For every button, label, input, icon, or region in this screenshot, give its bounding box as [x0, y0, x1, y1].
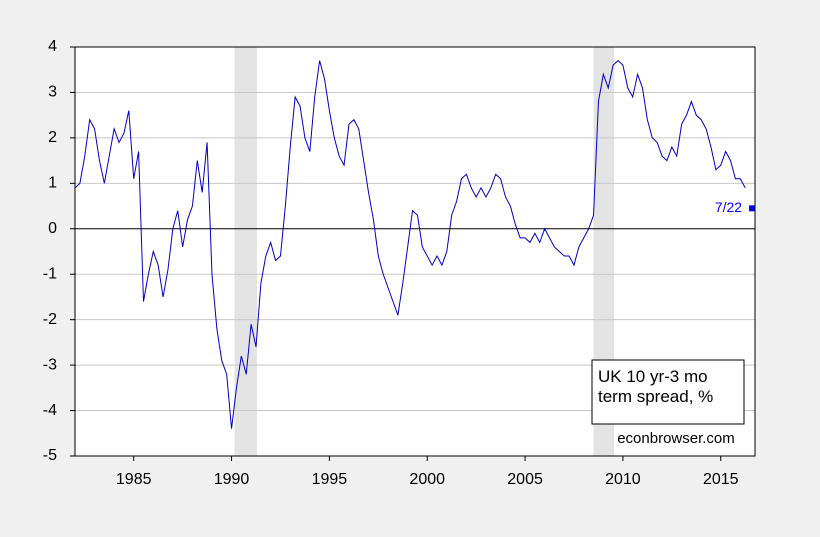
legend: UK 10 yr-3 mo term spread, %: [598, 367, 714, 406]
x-tick-label: 2000: [409, 471, 445, 488]
annotation-marker: [749, 205, 756, 212]
y-tick-label: 2: [48, 129, 57, 146]
recession-shade: [234, 47, 257, 456]
y-tick-label: -3: [43, 356, 57, 373]
y-tick-label: 0: [48, 220, 57, 237]
x-tick-label: 2005: [507, 471, 543, 488]
source: econbrowser.com: [617, 430, 735, 447]
x-tick-label: 1985: [116, 471, 152, 488]
plot-frame: [74, 46, 756, 457]
y-tick-label: -5: [43, 447, 57, 464]
y-tick-label: 4: [48, 38, 57, 55]
x-tick-label: 2015: [703, 471, 739, 488]
y-tick-label: -4: [43, 402, 57, 419]
y-tick-label: -2: [43, 311, 57, 328]
y-tick-label: 3: [48, 84, 57, 101]
x-tick-label: 2010: [605, 471, 641, 488]
series-line: [74, 59, 746, 429]
y-tick-label: 1: [48, 175, 57, 192]
x-tick-label: 1995: [312, 471, 348, 488]
recession-shade: [593, 47, 615, 456]
legend-label: UK 10 yr-3 mo term spread, %: [598, 367, 714, 406]
y-tick-label: -1: [43, 265, 57, 282]
annotation-label: 7/22: [715, 199, 742, 215]
legend-box: [591, 359, 745, 425]
x-tick-label: 1990: [214, 471, 250, 488]
